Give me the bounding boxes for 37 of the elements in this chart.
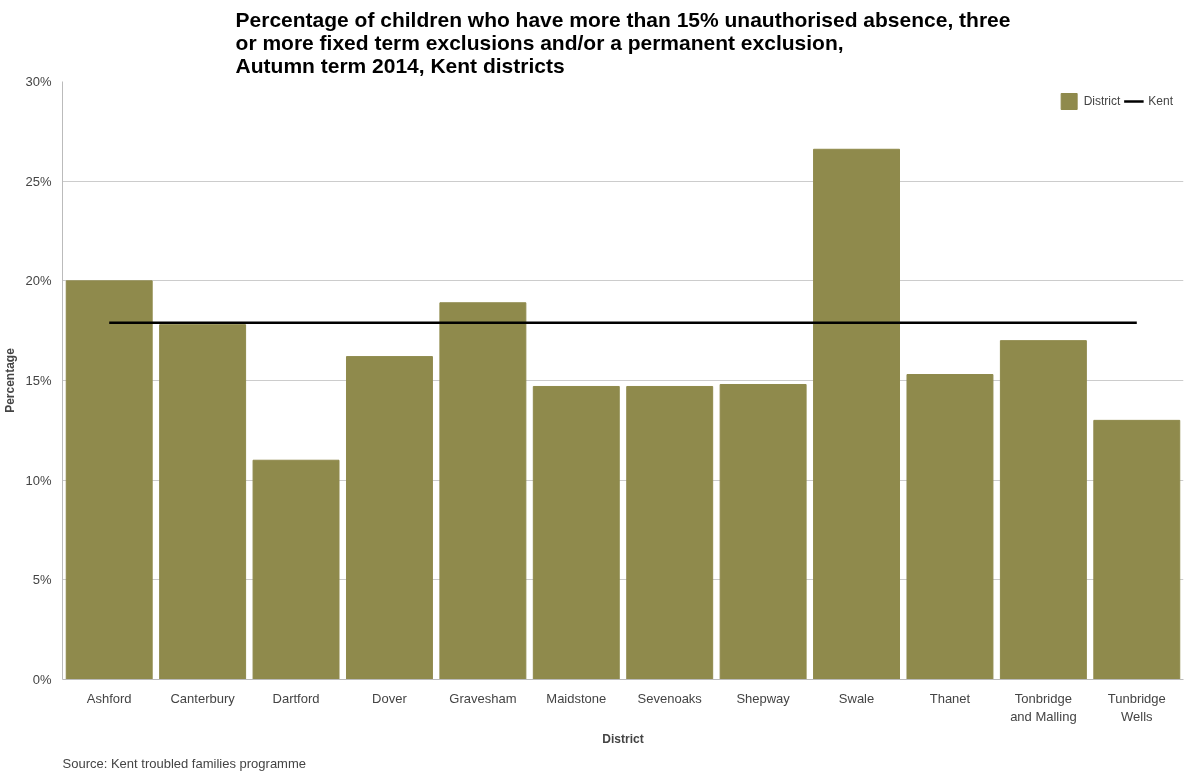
bar (906, 374, 994, 680)
bar (65, 280, 153, 680)
x-tick-label: Dover (372, 690, 408, 706)
bar (999, 340, 1087, 680)
y-tick-label: 0% (32, 672, 52, 687)
y-axis-title: Percentage (3, 347, 18, 413)
y-tick-label: 5% (32, 572, 52, 588)
x-tick-label: Gravesham (449, 690, 517, 706)
x-tick-label: Maidstone (546, 690, 607, 706)
x-tick-label: Tunbridge Wells (1107, 690, 1166, 724)
y-tick-label: 10% (25, 472, 52, 488)
bar (626, 385, 714, 680)
x-tick-label: Ashford (86, 690, 132, 706)
x-tick-label: Canterbury (170, 690, 236, 706)
x-axis-title: District (602, 731, 644, 746)
y-tick-label: 30% (25, 74, 52, 89)
x-tick-label: Tonbridge and Malling (1010, 690, 1077, 724)
chart-title: Percentage of children who have more than 15% unauthorised absence, three or more fixed term exclusions and/or a permanent exclusion, Autumn term 2014, Kent districts (235, 7, 1011, 77)
bar (532, 385, 620, 680)
bar (345, 356, 433, 680)
x-tick-label: Dartford (272, 690, 320, 706)
y-tick-label: 15% (25, 373, 52, 388)
bar (719, 383, 807, 680)
y-tick-label: 20% (25, 273, 52, 289)
x-tick-label: Sevenoaks (637, 690, 703, 706)
bar (1093, 419, 1181, 680)
bar (252, 459, 340, 680)
legend-label: Kent (1148, 94, 1173, 108)
x-tick-label: Shepway (736, 690, 791, 706)
x-tick-label: Thanet (929, 690, 971, 706)
legend-label: District (1083, 94, 1121, 108)
bar (159, 324, 247, 680)
bar (439, 302, 527, 680)
bar (813, 148, 901, 680)
source-note: Source: Kent troubled families programme (62, 755, 307, 771)
y-tick-label: 25% (25, 173, 52, 189)
x-tick-label: Swale (838, 690, 875, 706)
